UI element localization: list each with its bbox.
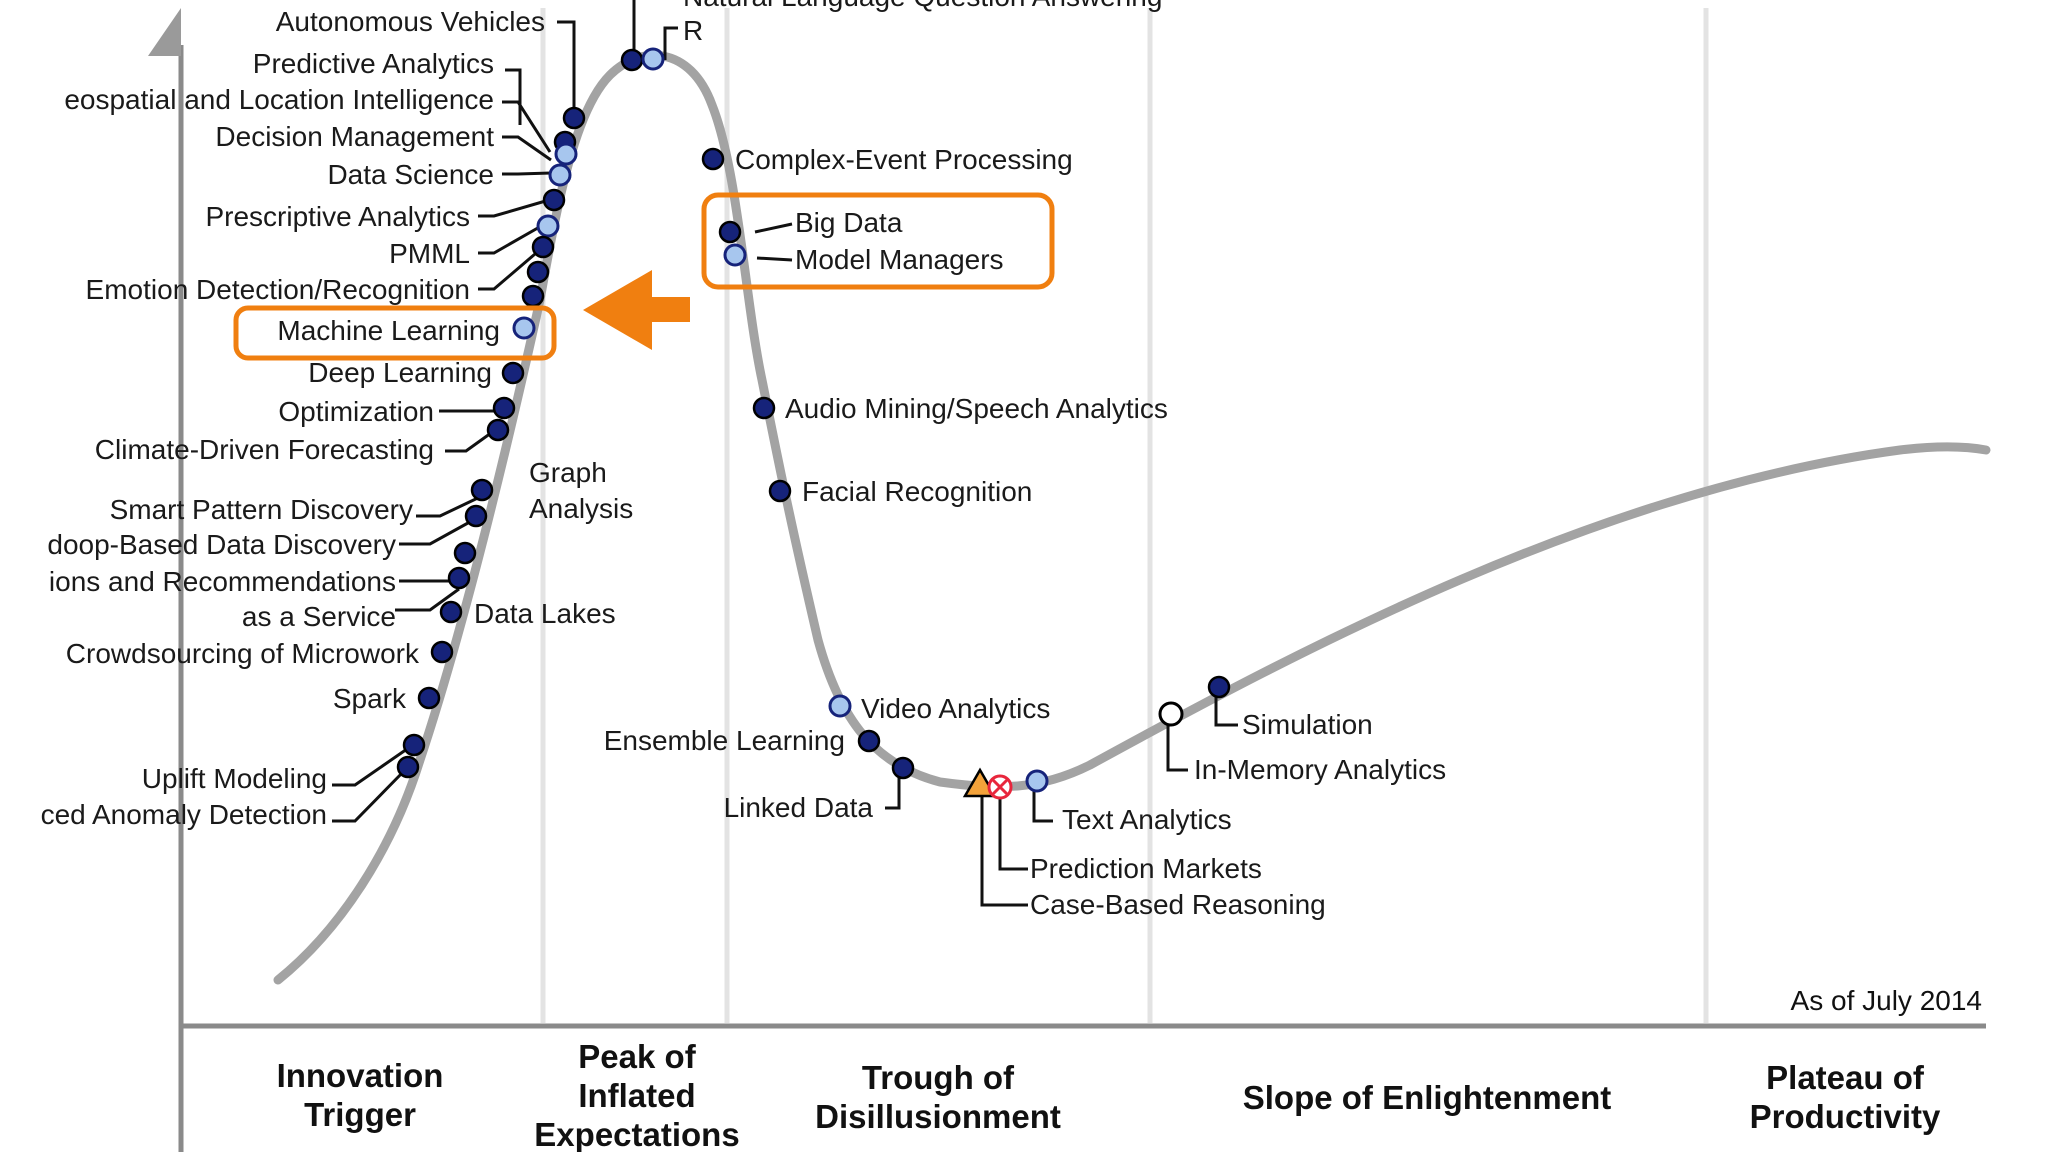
label-uplift-modeling: Uplift Modeling [142, 763, 327, 794]
marker-data-science [542, 188, 566, 212]
marker-video-analytics [828, 694, 852, 718]
label-machine-learning: Machine Learning [277, 315, 500, 346]
label-smart-pattern: Smart Pattern Discovery [110, 494, 413, 525]
marker-data-lakes [439, 600, 463, 624]
label-graph-analysis-2: Analysis [529, 493, 633, 524]
marker-smart-pattern [464, 504, 488, 528]
label-geospatial: eospatial and Location Intelligence [64, 84, 494, 115]
label-recommendations-2: as a Service [242, 601, 396, 632]
marker-autonomous-vehicles [562, 106, 586, 130]
marker-ensemble-learning [857, 729, 881, 753]
phase-plateau-line2: Productivity [1750, 1098, 1941, 1135]
marker-audio-mining [752, 396, 776, 420]
label-anomaly-detection: ced Anomaly Detection [41, 799, 327, 830]
marker-uplift-modeling [402, 733, 426, 757]
phase-plateau-line1: Plateau of [1766, 1059, 1925, 1096]
hype-curve [273, 50, 1991, 985]
marker-linked-data [891, 756, 915, 780]
marker-case-based-triangle [962, 767, 998, 798]
label-prediction-markets: Prediction Markets [1030, 853, 1262, 884]
marker-optimization [492, 396, 516, 420]
marker-hadoop-discovery [453, 541, 477, 565]
markers [396, 47, 1231, 800]
label-autonomous-vehicles: Autonomous Vehicles [276, 6, 545, 37]
label-climate-forecasting: Climate-Driven Forecasting [95, 434, 434, 465]
label-text-analytics: Text Analytics [1062, 804, 1232, 835]
highlight-box-machine-learning [233, 305, 557, 361]
label-hadoop-discovery: doop-Based Data Discovery [47, 529, 396, 560]
highlight-annotations [233, 192, 1055, 361]
label-facial-recognition: Facial Recognition [802, 476, 1032, 507]
label-spark: Spark [333, 683, 407, 714]
highlight-arrow-icon [583, 270, 690, 350]
marker-in-memory [1158, 701, 1184, 727]
label-pmml: PMML [389, 238, 470, 269]
marker-spark [417, 686, 441, 710]
label-predictive-analytics: Predictive Analytics [253, 48, 494, 79]
marker-prediction-markets-obsolete [987, 774, 1013, 800]
marker-big-data [718, 220, 742, 244]
marker-text-analytics [1025, 769, 1049, 793]
as-of-date: As of July 2014 [1791, 985, 1982, 1016]
marker-simulation [1207, 675, 1231, 699]
phase-slope: Slope of Enlightenment [1243, 1079, 1612, 1116]
marker-climate-forecasting [486, 418, 510, 442]
phase-peak-line3: Expectations [534, 1116, 739, 1152]
marker-crowdsourcing [430, 640, 454, 664]
label-deep-learning: Deep Learning [308, 357, 492, 388]
marker-deep-learning [501, 361, 525, 385]
marker-geospatial [554, 142, 578, 166]
phase-trough-line1: Trough of [862, 1059, 1015, 1096]
marker-r [641, 47, 665, 71]
phase-innovation-trigger-line1: Innovation [277, 1057, 444, 1094]
label-ensemble-learning: Ensemble Learning [604, 725, 845, 756]
marker-complex-event [701, 147, 725, 171]
phase-trough-line2: Disillusionment [815, 1098, 1061, 1135]
label-emotion-detection: Emotion Detection/Recognition [86, 274, 470, 305]
label-decision-management: Decision Management [215, 121, 494, 152]
highlight-box-big-data [701, 192, 1055, 290]
label-linked-data: Linked Data [724, 792, 874, 823]
marker-anomaly-detection [396, 755, 420, 779]
marker-emotion-detection [526, 260, 550, 284]
marker-model-managers [723, 243, 747, 267]
label-big-data: Big Data [795, 207, 903, 238]
label-crowdsourcing: Crowdsourcing of Microwork [66, 638, 420, 669]
label-video-analytics: Video Analytics [861, 693, 1050, 724]
axes [148, 8, 1986, 1152]
marker-prescriptive-analytics [536, 214, 560, 238]
label-r: R [683, 15, 703, 46]
label-case-based: Case-Based Reasoning [1030, 889, 1326, 920]
marker-nlqa [620, 48, 644, 72]
label-graph-analysis-1: Graph [529, 457, 607, 488]
label-data-science: Data Science [327, 159, 494, 190]
marker-decision-management [548, 163, 572, 187]
label-complex-event: Complex-Event Processing [735, 144, 1073, 175]
technology-labels: Natural Language Question Answering R Au… [41, 0, 1446, 920]
marker-pmml [531, 235, 555, 259]
marker-machine-learning [512, 316, 536, 340]
marker-emotion-detection-2 [521, 284, 545, 308]
phase-peak-line1: Peak of [578, 1038, 696, 1075]
phase-peak-line2: Inflated [578, 1077, 695, 1114]
phase-innovation-trigger-line2: Trigger [304, 1096, 416, 1133]
label-audio-mining: Audio Mining/Speech Analytics [785, 393, 1168, 424]
label-data-lakes: Data Lakes [474, 598, 616, 629]
label-recommendations-1: ions and Recommendations [49, 566, 396, 597]
marker-facial-recognition [768, 479, 792, 503]
y-axis-arrowhead [148, 8, 181, 56]
marker-recommendations [447, 566, 471, 590]
label-optimization: Optimization [278, 396, 434, 427]
label-prescriptive-analytics: Prescriptive Analytics [205, 201, 470, 232]
leader-lines [332, 0, 1238, 907]
label-in-memory: In-Memory Analytics [1194, 754, 1446, 785]
label-simulation: Simulation [1242, 709, 1373, 740]
label-nlqa: Natural Language Question Answering [683, 0, 1162, 12]
marker-graph-analysis [470, 478, 494, 502]
phase-labels: Innovation Trigger Peak of Inflated Expe… [277, 1038, 1941, 1152]
label-model-managers: Model Managers [795, 244, 1004, 275]
